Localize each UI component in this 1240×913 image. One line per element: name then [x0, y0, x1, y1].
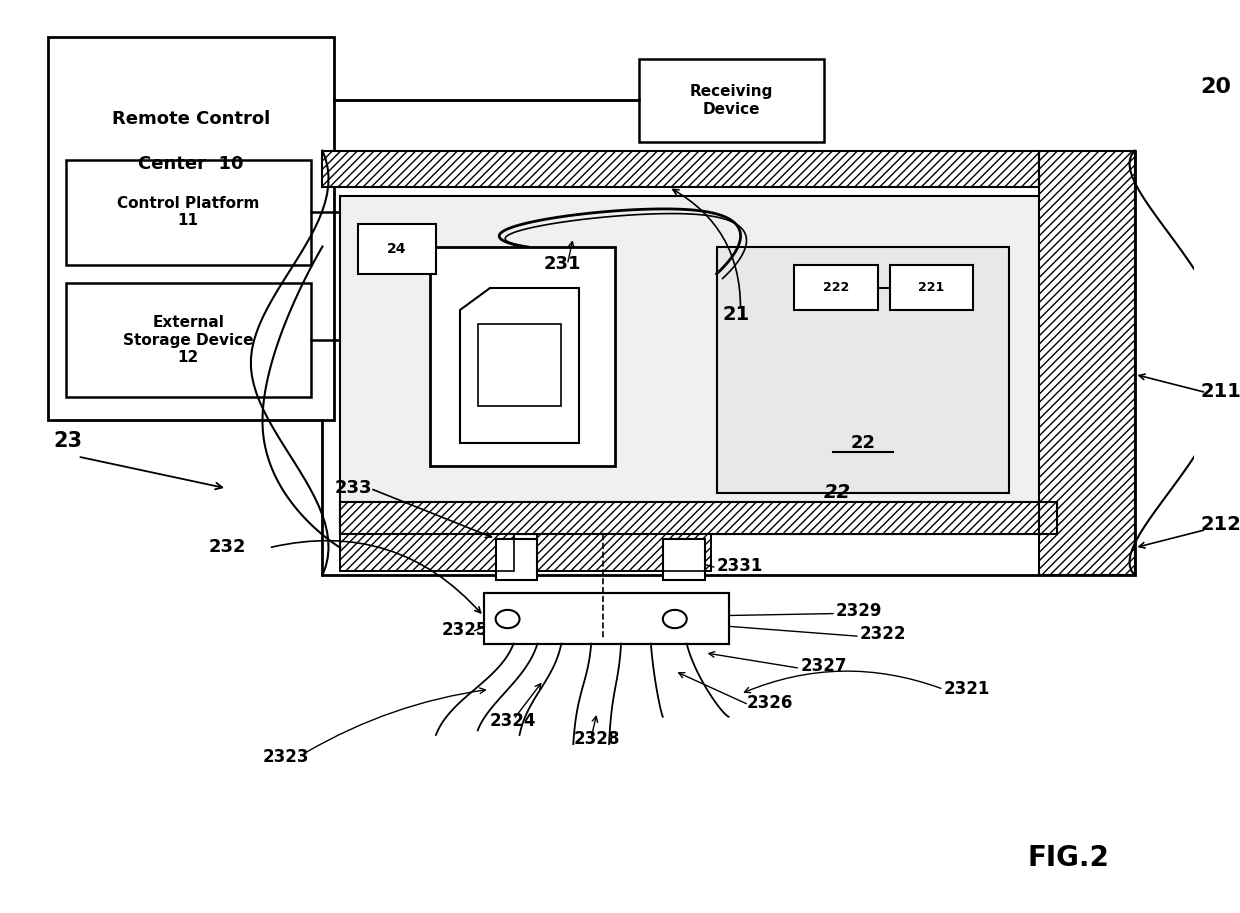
Bar: [484, 593, 729, 644]
Bar: [430, 247, 615, 466]
Text: 20: 20: [1200, 77, 1231, 97]
Text: 212: 212: [1200, 515, 1240, 533]
Bar: [341, 534, 513, 571]
Bar: [66, 160, 310, 265]
Text: Control Platform
11: Control Platform 11: [117, 196, 259, 228]
Text: Receiving
Device: Receiving Device: [689, 84, 774, 117]
Text: 233: 233: [335, 479, 372, 497]
Text: 211: 211: [1200, 383, 1240, 401]
Bar: [537, 534, 711, 571]
Text: FIG.2: FIG.2: [1028, 845, 1110, 872]
Text: Center  10: Center 10: [139, 155, 244, 173]
Text: Remote Control: Remote Control: [112, 110, 270, 128]
Bar: [1039, 151, 1135, 575]
Text: 2325: 2325: [441, 621, 489, 638]
Text: 22: 22: [851, 434, 875, 452]
Bar: [639, 59, 825, 142]
Bar: [537, 534, 711, 571]
Bar: [663, 539, 704, 580]
Text: 2324: 2324: [490, 712, 536, 729]
Bar: [322, 151, 1039, 187]
Bar: [341, 502, 1056, 534]
Text: 2328: 2328: [573, 730, 620, 748]
Text: 22: 22: [825, 483, 852, 501]
Text: 2331: 2331: [717, 557, 763, 574]
Text: 222: 222: [823, 281, 849, 294]
Text: 23: 23: [53, 431, 83, 451]
Bar: [890, 265, 973, 310]
Bar: [484, 593, 729, 644]
Text: 21: 21: [723, 305, 750, 323]
Text: 232: 232: [210, 539, 247, 556]
Bar: [341, 534, 513, 571]
Text: 2327: 2327: [800, 657, 847, 675]
Bar: [322, 151, 1039, 187]
Bar: [66, 283, 310, 397]
Bar: [341, 502, 1056, 534]
Bar: [1039, 151, 1135, 575]
Text: 221: 221: [919, 281, 945, 294]
Bar: [795, 265, 878, 310]
Text: 231: 231: [543, 256, 580, 273]
Bar: [496, 539, 537, 580]
Bar: [358, 224, 436, 274]
Text: 2326: 2326: [746, 694, 792, 711]
Text: 2322: 2322: [859, 625, 906, 643]
Bar: [477, 324, 562, 406]
Text: 2323: 2323: [263, 749, 309, 766]
Bar: [484, 593, 729, 644]
Text: 24: 24: [387, 242, 407, 256]
Text: External
Storage Device
12: External Storage Device 12: [123, 315, 253, 365]
Bar: [322, 151, 1135, 575]
Bar: [341, 196, 1056, 534]
Text: 2329: 2329: [836, 603, 883, 620]
Bar: [48, 37, 335, 420]
Bar: [717, 247, 1009, 493]
Text: 2321: 2321: [944, 680, 990, 698]
Polygon shape: [460, 288, 579, 443]
